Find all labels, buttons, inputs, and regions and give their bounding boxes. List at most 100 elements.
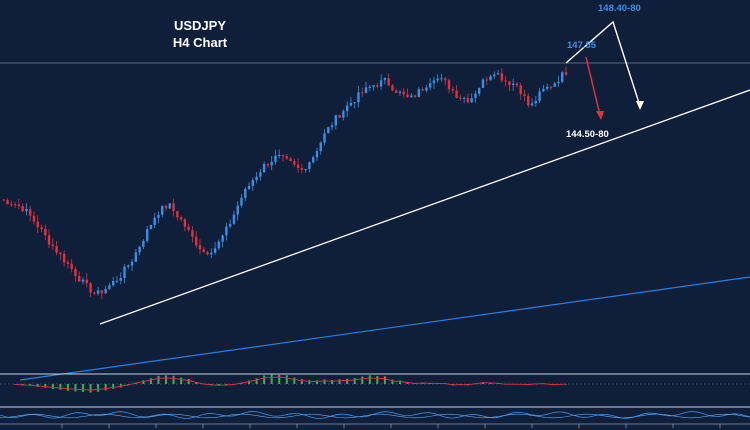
histogram-bar [104,384,107,391]
candle-body [462,97,466,99]
uptrend-line [99,89,750,325]
histogram-bar [285,375,288,384]
histogram-bar [398,380,401,384]
histogram-bar [383,376,386,384]
candle-body [327,127,330,134]
candle-body [153,217,156,225]
candle-body [10,204,13,206]
histogram-bar [315,380,318,384]
candle-body [164,205,168,209]
candle-body [232,214,236,224]
histogram-bar [338,379,341,384]
histogram-bar [44,384,47,388]
candle-body [379,80,383,87]
candle-body [500,73,504,81]
candle-body [368,86,371,88]
candle-body [489,76,492,81]
histogram-bar [187,378,190,384]
candle-body [395,90,398,93]
candle-body [40,227,43,230]
histogram-bar [119,384,122,388]
candle-body [32,215,36,222]
candle-body [493,74,496,77]
candle-body [127,265,130,267]
candle-body [28,208,32,216]
candle-body [508,81,511,86]
candle-body [304,169,307,171]
candle-body [100,290,104,294]
candle-body [345,105,349,112]
candle-body [221,235,224,242]
candle-body [228,223,232,227]
histogram-bar [59,384,62,390]
candle-body [47,235,51,245]
candle-body [421,89,424,91]
downside-arrow-head [596,111,604,120]
candle-body [534,101,538,104]
current-price-label: 147.55 [567,40,597,51]
candle-body [25,208,28,212]
candle-body [236,205,239,215]
candle-body [481,79,485,88]
candle-body [251,180,255,186]
candle-body [21,206,24,212]
candle-body [210,252,213,255]
candle-body [168,203,171,209]
histogram-bar [97,384,100,392]
candle-body [485,79,488,81]
candle-body [410,95,413,98]
candle-body [436,78,439,81]
candle-body [278,154,281,156]
candle-body [108,285,111,290]
candle-body [225,226,228,236]
candle-body [285,156,288,159]
histogram-bar [270,374,273,384]
histogram-bar [300,379,303,384]
candle-body [334,115,338,126]
candle-body [195,236,198,246]
candle-body [115,280,119,282]
candle-body [549,86,553,88]
candle-body [274,155,277,162]
candle-body [466,97,470,103]
histogram-bar [74,384,77,392]
candle-body [134,252,138,262]
candle-body [527,95,530,106]
candle-body [59,252,62,254]
candle-body [300,168,304,170]
candle-body [247,185,251,189]
candle-body [561,72,564,82]
candle-body [244,188,247,198]
chart-title: USDJPY [174,18,226,33]
oscillator-line-b [0,413,750,419]
histogram-bar [142,380,145,384]
candle-body [255,176,258,181]
candle-body [538,91,541,102]
candle-body [349,102,353,106]
candle-body [376,85,379,87]
candle-body [123,266,126,279]
histogram-bar [323,379,326,384]
histogram-bar [66,384,69,391]
histogram-bar [331,379,334,384]
histogram-bar [14,384,17,385]
candle-body [206,252,209,255]
histogram-bar [308,380,311,384]
histogram-bar [112,384,115,389]
candle-body [293,161,296,165]
histogram-bar [263,375,266,384]
candle-body [36,221,39,228]
candle-body [202,249,205,253]
candle-body [157,214,160,218]
candle-body [55,246,58,253]
candle-body [296,164,300,169]
candle-body [217,241,221,249]
histogram-bar [172,375,175,384]
candle-body [470,98,473,103]
candle-body [191,230,194,237]
oscillator-line-a [0,411,750,419]
chart-subtitle: H4 Chart [173,35,228,50]
